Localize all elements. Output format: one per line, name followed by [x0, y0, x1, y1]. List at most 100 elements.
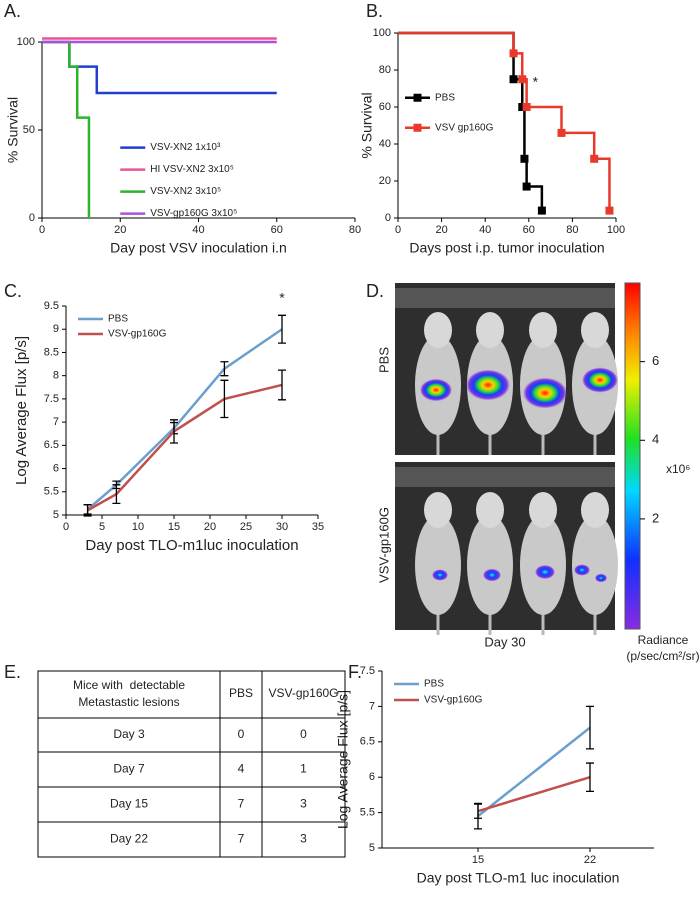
y-tick-label: 8 [53, 370, 59, 382]
x-tick-label: 80 [566, 224, 578, 236]
table-cell: Day 7 [113, 762, 145, 776]
mouse-body [467, 515, 513, 615]
mouse-body [415, 515, 461, 615]
x-tick-label: 10 [132, 521, 144, 533]
colorbar-tick-label: 4 [652, 432, 659, 447]
error-bar [586, 762, 594, 793]
x-axis-label: Day post TLO-m1luc inoculation [85, 537, 298, 554]
table-frame [37, 670, 346, 858]
y-tick-label: 100 [17, 36, 35, 48]
x-axis-label: Days post i.p. tumor inoculation [409, 240, 604, 256]
mouse-head [581, 312, 609, 348]
x-tick-label: 25 [240, 521, 252, 533]
survival-marker [518, 103, 527, 111]
table-cell: 0 [238, 727, 245, 741]
x-tick-label: 60 [523, 224, 535, 236]
x-tick-label: 20 [114, 224, 126, 236]
axis-line [397, 33, 616, 219]
error-bar [220, 379, 229, 419]
x-tick-label: 0 [39, 224, 45, 236]
y-tick-label: 6.5 [360, 736, 375, 748]
y-tick-label: 5 [53, 509, 59, 521]
image-caption: Day 30 [484, 634, 525, 649]
table-cell: 7 [238, 797, 245, 811]
legend-label: PBS [108, 314, 128, 325]
colorbar-tick-label: 2 [652, 510, 659, 525]
legend-label: VSV-XN2 3x10⁵ [150, 186, 221, 197]
mouse-head [476, 492, 504, 528]
panel-label: B. [366, 1, 383, 21]
signal [466, 369, 510, 401]
mouse-body [520, 515, 566, 615]
table-cell: Day 15 [110, 797, 148, 811]
error-bar [586, 705, 594, 750]
panel-label: C. [4, 281, 22, 301]
signal [574, 564, 590, 576]
row-label: VSV-gp160G [376, 507, 391, 583]
y-tick-label: 9 [53, 323, 59, 335]
legend-marker [413, 123, 422, 132]
table-cell: Day 3 [113, 727, 145, 741]
table-header: VSV-gp160G [268, 686, 338, 700]
colorbar-multiplier: x10⁶ [666, 462, 690, 476]
panel-label: D. [366, 281, 384, 301]
photo-holder [395, 288, 615, 308]
x-tick-label: 40 [192, 224, 204, 236]
y-tick-label: 9.5 [44, 300, 59, 312]
annotation: * [279, 290, 285, 306]
x-tick-label: 15 [472, 854, 484, 866]
y-tick-label: 6 [53, 462, 59, 474]
signal [535, 565, 555, 579]
y-axis-label: Log Average Flux [p/s] [335, 690, 351, 829]
y-axis-label: % Survival [359, 92, 375, 158]
table-header: PBS [229, 686, 253, 700]
y-tick-label: 7 [369, 700, 375, 712]
mouse-head [529, 492, 557, 528]
x-tick-label: 20 [204, 521, 216, 533]
data-line [477, 726, 591, 818]
table-cell: 4 [238, 762, 245, 776]
photo-holder [395, 467, 615, 487]
survival-marker [605, 206, 614, 215]
survival-marker [509, 75, 518, 84]
y-axis-label: % Survival [5, 97, 21, 163]
table-header: Mice with detectable [73, 678, 185, 692]
mouse-head [424, 312, 452, 348]
x-tick-label: 30 [276, 521, 288, 533]
x-tick-label: 22 [584, 854, 596, 866]
legend-label: HI VSV-XN2 3x10⁵ [150, 164, 234, 175]
y-tick-label: 5 [369, 842, 375, 854]
colorbar-title: Radiance [638, 633, 689, 647]
survival-marker [590, 154, 599, 163]
data-line [477, 776, 591, 813]
y-tick-label: 0 [385, 212, 391, 224]
legend-label: PBS [435, 92, 455, 103]
y-tick-label: 8.5 [44, 346, 59, 358]
axis-line [381, 671, 654, 849]
survival-marker [518, 75, 527, 84]
legend-label: VSV-gp160G [108, 329, 167, 340]
y-tick-label: 60 [379, 101, 391, 113]
x-tick-label: 40 [479, 224, 491, 236]
colorbar-title: (p/sec/cm²/sr) [626, 649, 699, 663]
error-bar [474, 803, 482, 819]
mouse-head [529, 312, 557, 348]
y-tick-label: 50 [23, 124, 35, 136]
mouse-head [476, 312, 504, 348]
survival-line [398, 31, 611, 211]
x-tick-label: 60 [271, 224, 283, 236]
panel-label: E. [4, 662, 21, 682]
mouse-head [581, 492, 609, 528]
legend-label: PBS [424, 679, 444, 690]
signal [523, 377, 567, 409]
error-bar [278, 314, 286, 344]
survival-marker [520, 154, 529, 163]
legend-label: VSV-gp160G [424, 695, 483, 706]
signal [420, 378, 452, 402]
survival-marker [537, 206, 546, 215]
x-tick-label: 0 [395, 224, 401, 236]
colorbar [624, 282, 641, 630]
y-tick-label: 5.5 [360, 807, 375, 819]
x-axis-label: Day post TLO-m1 luc inoculation [417, 870, 620, 886]
error-bar [278, 369, 286, 401]
